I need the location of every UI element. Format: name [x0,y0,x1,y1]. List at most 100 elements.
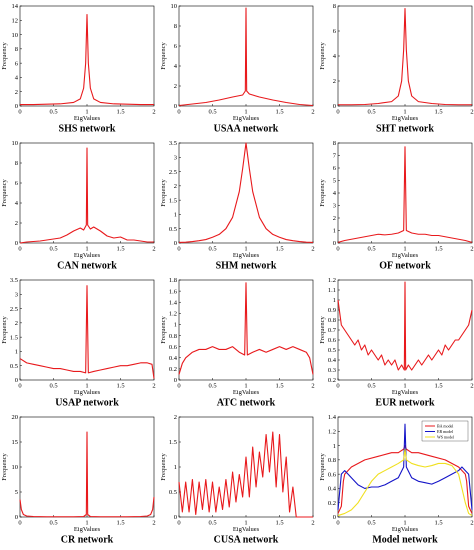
chart-panel-4: 0 0.5 1 1.5 2 0 2 4 6 8 10 EigValues Frequency CAN ne… [1,140,156,271]
x-tick-label: 1 [244,383,247,390]
y-tick-label: 0.8 [328,457,336,464]
y-tick-label: 1.6 [169,288,178,295]
x-tick-label: 0 [336,109,339,116]
y-tick-label: 0.2 [328,377,336,384]
y-tick-label: 2 [174,414,177,421]
y-tick-label: 1.8 [169,277,177,284]
chart-title: SHT network [376,124,434,135]
y-tick-label: 4 [15,200,19,207]
x-tick-label: 1.5 [434,109,442,116]
x-tick-label: 2 [470,383,473,390]
x-tick-label: 2 [470,246,473,253]
chart-title: OF network [379,261,431,272]
y-tick-label: 3 [15,291,18,298]
series-line [337,281,473,371]
y-tick-label: 0 [174,103,177,110]
x-axis-label: EigValues [233,252,260,259]
x-tick-label: 1 [244,520,247,527]
x-tick-label: 2 [311,246,314,253]
x-tick-label: 0 [336,383,339,390]
x-tick-label: 0 [336,520,339,527]
y-tick-label: 14 [12,3,19,10]
y-tick-label: 15 [12,439,19,446]
y-tick-label: 1.2 [328,277,336,284]
x-tick-label: 0.5 [208,383,216,390]
x-tick-label: 1 [403,246,406,253]
x-tick-label: 0.5 [367,520,375,527]
y-tick-label: 0.2 [328,500,336,507]
x-tick-label: 0 [177,383,180,390]
chart-title: USAP network [55,398,119,409]
y-tick-label: 1.5 [169,439,177,446]
series-line [19,431,155,518]
x-tick-label: 1.5 [275,383,283,390]
x-tick-label: 0 [177,520,180,527]
series-line [178,7,314,107]
x-tick-label: 0.5 [49,246,57,253]
y-tick-label: 0 [333,514,336,521]
y-axis-label: Frequency [160,453,167,481]
plot-frame [178,142,314,244]
x-tick-label: 1 [403,383,406,390]
y-tick-label: 0 [15,377,18,384]
x-tick-label: 1 [85,109,88,116]
x-tick-label: 2 [311,383,314,390]
series-line [178,142,314,243]
y-axis-label: Frequency [160,316,167,344]
y-tick-label: 0.9 [328,307,336,314]
y-tick-label: 3.5 [10,277,18,284]
series-line [20,14,154,106]
x-tick-label: 0.5 [49,520,57,527]
series-line [178,431,313,518]
y-axis-label: Frequency [1,179,8,207]
plot-frame [178,416,314,518]
y-tick-label: 1.4 [328,414,337,421]
x-axis-label: EigValues [74,526,101,533]
y-axis-label: Frequency [319,316,326,344]
y-tick-label: 2 [333,215,336,222]
chart-title: ATC network [217,398,276,409]
y-axis-label: Frequency [160,42,167,70]
y-tick-label: 0.5 [169,226,177,233]
x-tick-label: 0.5 [367,109,375,116]
x-tick-label: 2 [470,109,473,116]
y-tick-label: 2 [15,220,18,227]
chart-panel-6: 0 0.5 1 1.5 2 0 1 2 3 4 5 6 7 8 EigValues Frequency OF n… [319,140,474,271]
x-tick-label: 0 [336,246,339,253]
y-tick-label: 8 [333,140,336,147]
series-line [19,147,154,244]
y-tick-label: 8 [333,3,336,10]
y-tick-label: 0 [333,103,336,110]
series-line-ws-model [337,448,473,517]
y-tick-label: 1 [174,322,177,329]
chart-panel-1: 0 0.5 1 1.5 2 0 2 4 6 8 10 12 14 EigValues Frequency SH… [1,3,156,134]
y-axis-label: Frequency [1,453,8,481]
chart-title: SHM network [216,261,277,272]
y-tick-label: 2 [15,320,18,327]
y-tick-label: 0 [174,240,177,247]
chart-panel-2: 0 0.5 1 1.5 2 0 2 4 6 8 10 EigValues Frequency USAA n… [160,3,315,134]
y-tick-label: 5 [15,489,18,496]
x-tick-label: 1.5 [275,109,283,116]
y-axis-label: Frequency [319,179,326,207]
y-tick-label: 0 [15,240,18,247]
x-tick-label: 0 [18,383,21,390]
y-tick-label: 1 [333,297,336,304]
y-tick-label: 3 [174,154,177,161]
x-tick-label: 2 [152,383,155,390]
y-axis-label: Frequency [160,179,167,207]
x-tick-label: 0 [177,109,180,116]
chart-title: USAA network [214,124,279,135]
y-tick-label: 10 [12,32,19,39]
y-axis-label: Frequency [1,42,8,70]
x-axis-label: EigValues [233,389,260,396]
y-tick-label: 0 [15,103,18,110]
x-tick-label: 0.5 [208,246,216,253]
y-tick-label: 1 [15,349,18,356]
y-tick-label: 8 [15,160,18,167]
legend-entry: ER model [437,429,454,434]
chart-panel-8: 0 0.5 1 1.5 2 0 0.2 0.4 0.6 0.8 1 1.2 1.4 1.6 1.8 EigVa… [160,277,315,408]
chart-title: SHS network [59,124,116,135]
x-tick-label: 1.5 [434,383,442,390]
x-tick-label: 2 [470,520,473,527]
